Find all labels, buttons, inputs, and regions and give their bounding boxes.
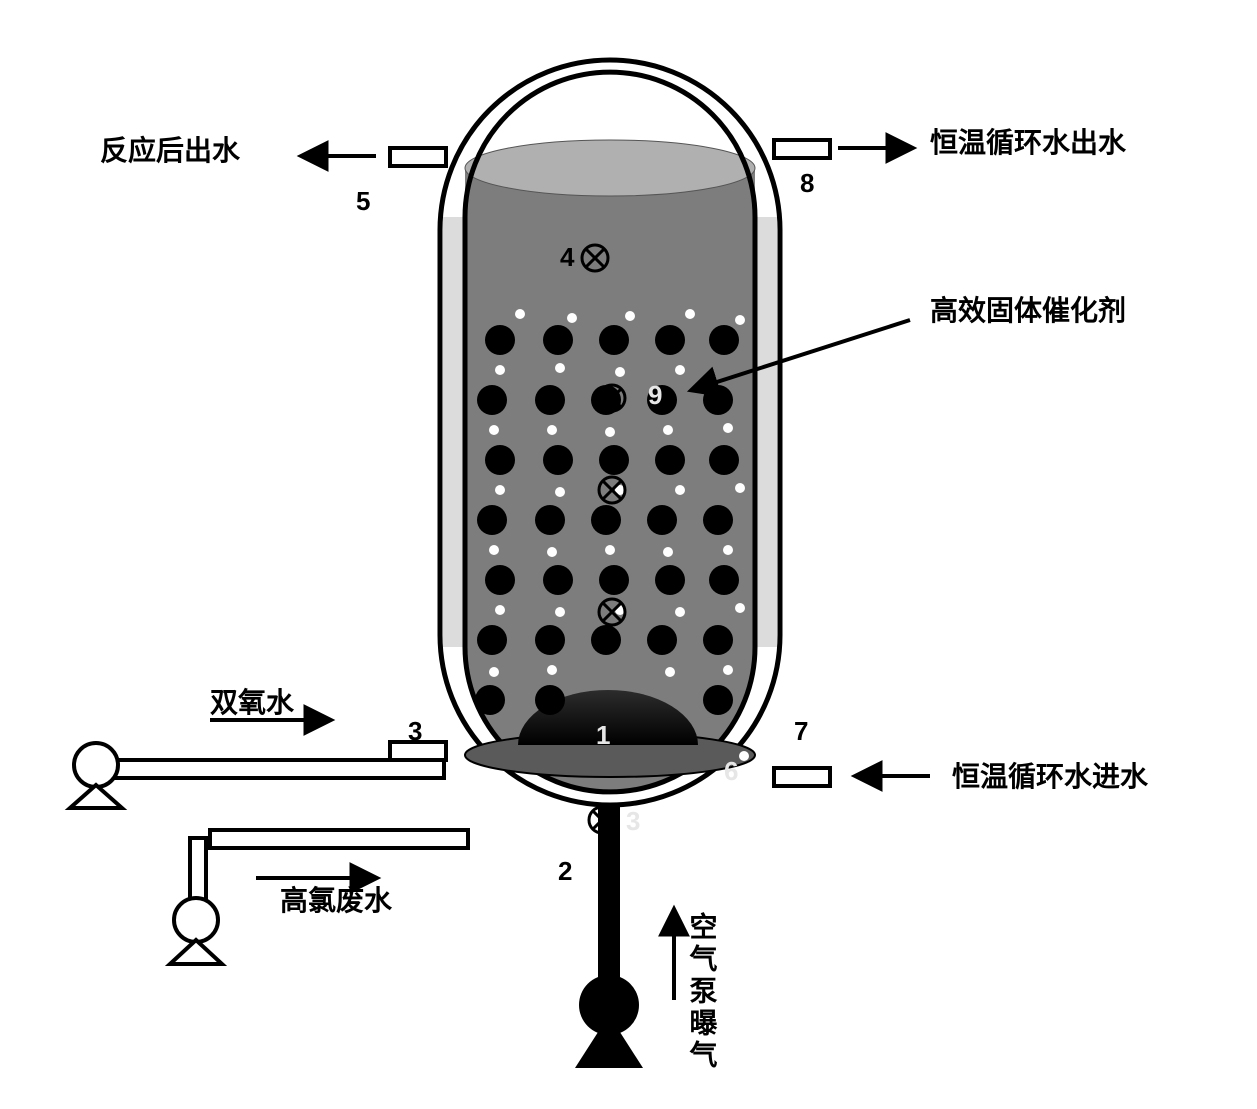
callout-2: 2 xyxy=(558,856,572,886)
bubble-dot xyxy=(615,367,625,377)
catalyst-dot xyxy=(475,685,505,715)
label-in-thermo: 恒温循环水进水 xyxy=(952,761,1149,792)
catalyst-dot xyxy=(709,325,739,355)
callout-1: 1 xyxy=(596,720,610,750)
bubble-dot xyxy=(489,425,499,435)
bubble-dot xyxy=(735,483,745,493)
bubble-dot xyxy=(723,665,733,675)
pipe-h2o2 xyxy=(105,760,444,778)
pump-waste-icon xyxy=(170,898,222,964)
catalyst-dot xyxy=(655,445,685,475)
catalyst-dot xyxy=(535,685,565,715)
catalyst-dot xyxy=(709,565,739,595)
catalyst-dot xyxy=(535,385,565,415)
pipe-waste-riser xyxy=(190,838,206,902)
callout-6: 6 xyxy=(724,756,738,786)
bubble-dot xyxy=(685,309,695,319)
jacket-wall-left xyxy=(443,217,465,647)
label-h2o2: 双氧水 xyxy=(210,687,295,718)
callout-4: 4 xyxy=(560,242,575,272)
pipe-waste xyxy=(210,830,468,848)
bubble-dot xyxy=(675,607,685,617)
catalyst-dot xyxy=(535,625,565,655)
catalyst-dot xyxy=(655,565,685,595)
bubble-dot xyxy=(555,607,565,617)
catalyst-dot xyxy=(703,385,733,415)
port-outlet-reacted xyxy=(390,148,446,166)
bubble-dot xyxy=(555,487,565,497)
bubble-dot xyxy=(723,423,733,433)
port-inlet-thermo xyxy=(774,768,830,786)
pump-h2o2-icon xyxy=(70,743,122,808)
callout-7: 7 xyxy=(794,716,808,746)
catalyst-dot xyxy=(647,625,677,655)
callout-9: 9 xyxy=(648,380,662,410)
catalyst-dot xyxy=(591,625,621,655)
bubble-dot xyxy=(547,665,557,675)
catalyst-dot xyxy=(477,625,507,655)
catalyst-dot xyxy=(543,325,573,355)
label-waste: 高氯废水 xyxy=(280,885,393,916)
callout-8: 8 xyxy=(800,168,814,198)
bubble-dot xyxy=(675,485,685,495)
bubble-dot xyxy=(495,365,505,375)
bubble-dot xyxy=(663,547,673,557)
bubble-dot xyxy=(663,425,673,435)
bubble-dot xyxy=(735,603,745,613)
bubble-dot xyxy=(515,309,525,319)
jacket-wall-right xyxy=(755,217,777,647)
bubble-dot xyxy=(495,485,505,495)
bubble-dot xyxy=(605,545,615,555)
catalyst-dot xyxy=(543,565,573,595)
catalyst-dot xyxy=(709,445,739,475)
catalyst-dot xyxy=(477,385,507,415)
catalyst-dot xyxy=(485,325,515,355)
bubble-dot xyxy=(555,363,565,373)
label-out-reacted: 反应后出水 xyxy=(100,134,241,166)
bubble-dot xyxy=(675,365,685,375)
bubble-dot xyxy=(547,547,557,557)
liquid-surface xyxy=(465,140,755,196)
catalyst-dot xyxy=(599,325,629,355)
bubble-dot xyxy=(489,667,499,677)
catalyst-dot xyxy=(485,565,515,595)
catalyst-dot xyxy=(599,565,629,595)
catalyst-dot xyxy=(647,505,677,535)
bubble-dot xyxy=(489,545,499,555)
catalyst-dot xyxy=(703,625,733,655)
port-outlet-thermo xyxy=(774,140,830,158)
catalyst-dot xyxy=(543,445,573,475)
catalyst-dot xyxy=(591,505,621,535)
bubble-dot xyxy=(567,313,577,323)
bubble-dot xyxy=(625,311,635,321)
catalyst-dot xyxy=(703,505,733,535)
callout-3a: 3 xyxy=(408,716,422,746)
catalyst-dot xyxy=(485,445,515,475)
callout-5: 5 xyxy=(356,186,370,216)
bubble-dot xyxy=(547,425,557,435)
label-catalyst: 高效固体催化剂 xyxy=(930,295,1126,326)
bubble-dot xyxy=(735,315,745,325)
bubble-dot xyxy=(723,545,733,555)
label-air: 空气泵曝气 xyxy=(687,911,719,1072)
catalyst-dot xyxy=(703,685,733,715)
label-out-thermo: 恒温循环水出水 xyxy=(930,127,1127,158)
catalyst-dot xyxy=(477,505,507,535)
bubble-dot xyxy=(495,605,505,615)
callout-3b: 3 xyxy=(626,806,640,836)
catalyst-dot xyxy=(655,325,685,355)
catalyst-dot xyxy=(535,505,565,535)
bubble-dot xyxy=(739,751,749,761)
catalyst-dot xyxy=(599,445,629,475)
bubble-dot xyxy=(605,427,615,437)
bubble-dot xyxy=(665,667,675,677)
